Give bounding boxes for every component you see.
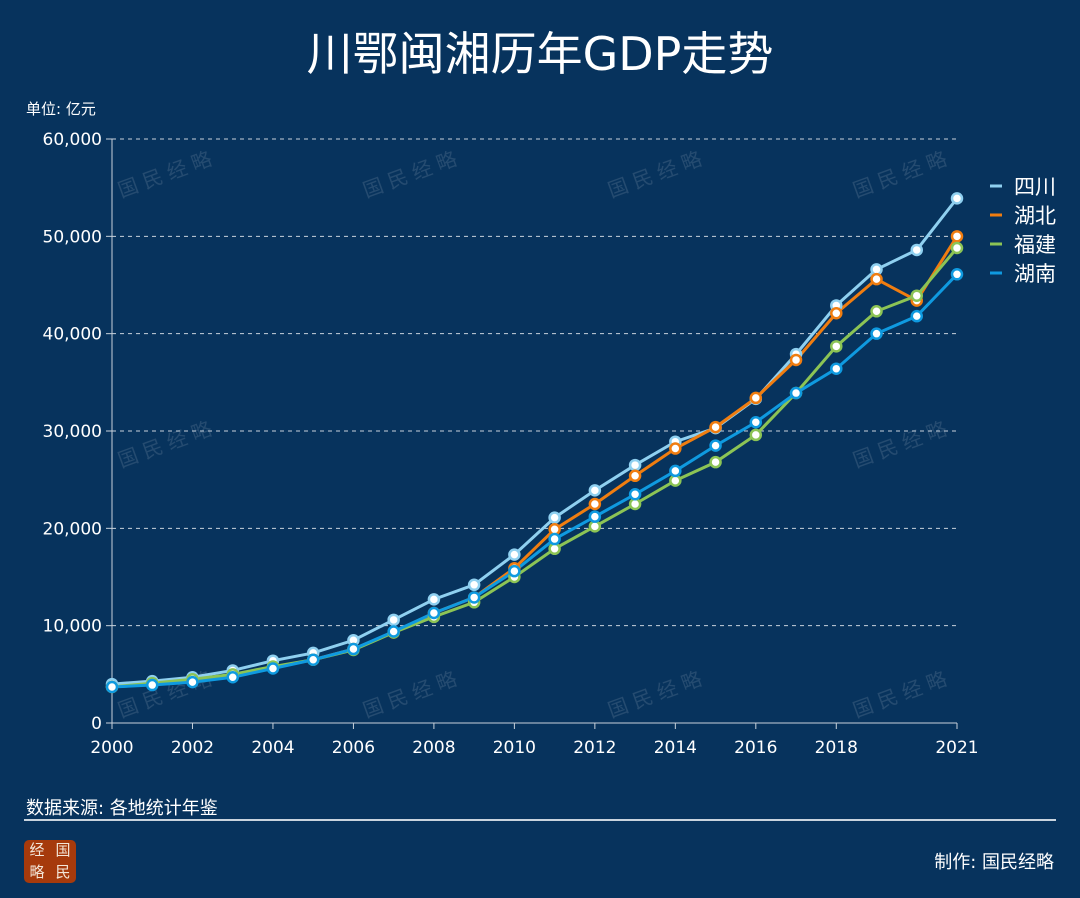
data-point (709, 420, 722, 434)
data-point (910, 309, 924, 323)
x-tick-label: 2006 (332, 738, 375, 758)
data-point (306, 653, 320, 666)
y-tick-label: 50,000 (43, 227, 102, 247)
data-point (950, 230, 964, 243)
y-tick-label: 10,000 (43, 617, 102, 637)
data-point (548, 532, 561, 546)
data-point (910, 243, 924, 257)
x-tick-label: 2002 (171, 738, 214, 758)
data-point (709, 455, 722, 469)
watermark: 国民经略 (115, 414, 221, 472)
data-point (950, 192, 964, 205)
x-tick-label: 2014 (654, 738, 697, 758)
watermark: 国民经略 (850, 144, 956, 202)
data-source: 数据来源: 各地统计年鉴 (26, 798, 218, 819)
series-line-福建 (111, 247, 959, 689)
data-point (387, 625, 400, 638)
data-point (588, 510, 602, 523)
watermark: 国民经略 (115, 664, 221, 722)
data-point (628, 488, 642, 501)
watermark: 国民经略 (360, 144, 466, 202)
y-tick-label: 20,000 (43, 519, 102, 539)
logo-char: 略 (29, 862, 45, 881)
x-tick-label: 2000 (90, 738, 133, 758)
data-point (548, 511, 561, 524)
data-point (467, 578, 481, 592)
credit: 制作: 国民经略 (934, 852, 1054, 873)
data-point (628, 458, 642, 472)
series-line-四川 (111, 197, 959, 686)
data-point (145, 678, 159, 692)
legend-label: 湖南 (1014, 262, 1056, 286)
data-point (467, 591, 481, 604)
data-point (870, 327, 883, 340)
watermark: 国民经略 (605, 664, 711, 722)
data-point (226, 671, 239, 684)
watermark: 国民经略 (360, 664, 466, 722)
data-point (789, 353, 803, 367)
data-point (749, 428, 763, 442)
watermark: 国民经略 (115, 144, 221, 202)
y-tick-label: 60,000 (43, 130, 102, 150)
data-point (870, 305, 883, 318)
data-point (508, 548, 521, 561)
series-lines (105, 192, 964, 694)
data-point (749, 391, 763, 405)
watermark: 国民经略 (605, 144, 711, 202)
data-point (950, 241, 964, 255)
data-point (709, 439, 722, 452)
y-tick-label: 0 (91, 714, 102, 734)
x-tick-label: 2010 (493, 738, 536, 758)
data-point (830, 362, 843, 375)
legend-label: 福建 (1014, 233, 1056, 257)
data-point (387, 613, 400, 627)
logo-char: 经 (29, 841, 45, 859)
x-tick-label: 2004 (251, 738, 294, 758)
chart-title: 川鄂闽湘历年GDP走势 (306, 27, 774, 81)
data-point (628, 469, 642, 483)
data-point (830, 306, 843, 320)
x-tick-label: 2018 (815, 738, 858, 758)
watermark: 国民经略 (850, 414, 956, 472)
data-point (669, 442, 682, 455)
data-point (427, 593, 441, 606)
data-point (347, 642, 360, 656)
y-tick-label: 30,000 (43, 422, 102, 442)
data-point (186, 675, 199, 689)
legend-label: 四川 (1014, 175, 1056, 199)
logo-char: 民 (55, 862, 71, 881)
divider (24, 819, 1056, 821)
unit-label: 单位: 亿元 (26, 100, 96, 118)
data-point (669, 464, 682, 478)
axes: 0 10,000 20,000 30,000 40,000 50,000 60,000 200… (43, 130, 979, 758)
data-point (266, 662, 280, 675)
logo-char: 国 (55, 841, 71, 859)
grid (112, 138, 957, 627)
data-point (508, 564, 521, 578)
x-tick-label: 2021 (935, 738, 978, 758)
y-tick-label: 40,000 (43, 325, 102, 345)
data-point (910, 289, 924, 302)
data-point (427, 606, 441, 620)
data-point (830, 340, 843, 353)
data-point (588, 497, 602, 511)
logo-seal: 经 国 略 民 (24, 840, 76, 883)
data-point (789, 386, 803, 400)
x-tick-label: 2012 (573, 738, 616, 758)
data-point (870, 272, 883, 286)
data-point (749, 415, 763, 429)
legend-label: 湖北 (1014, 204, 1056, 228)
data-point (950, 268, 964, 281)
x-tick-label: 2016 (734, 738, 777, 758)
x-tick-label: 2008 (412, 738, 455, 758)
data-point (588, 484, 602, 497)
watermark: 国民经略 (850, 664, 956, 722)
series-line-湖南 (111, 273, 959, 689)
data-point (105, 680, 119, 694)
